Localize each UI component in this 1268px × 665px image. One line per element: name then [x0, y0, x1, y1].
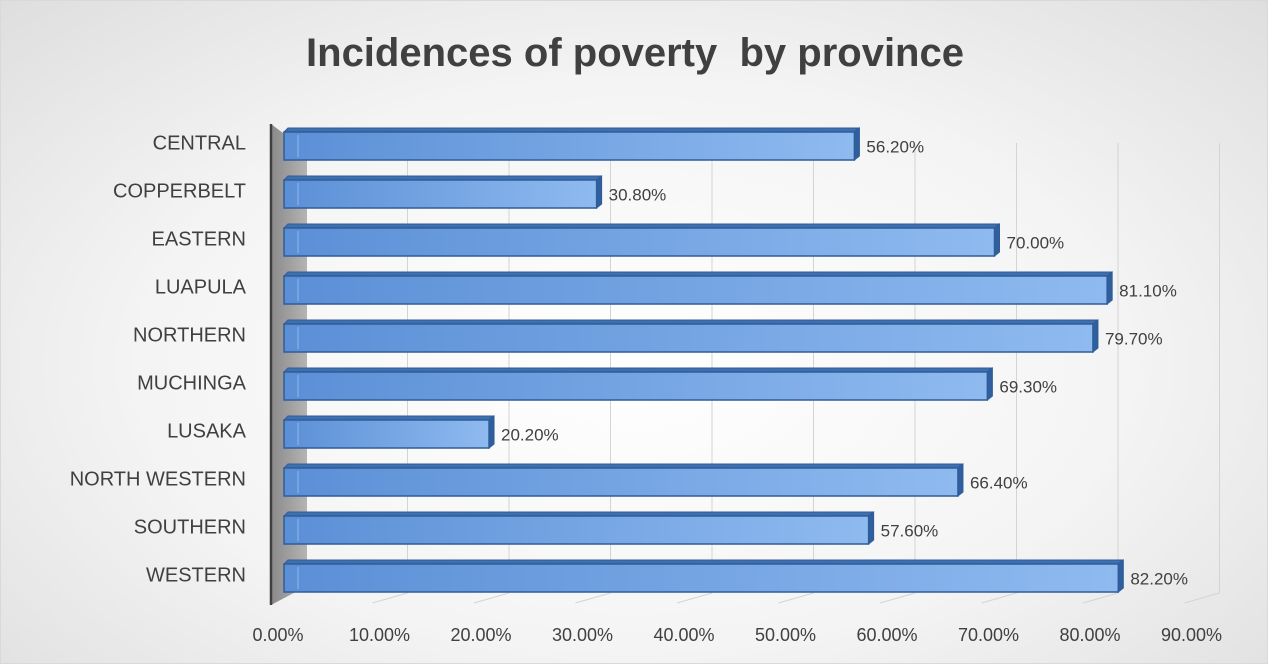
bar-front-face	[283, 131, 856, 161]
bar-front-face	[283, 179, 598, 209]
bar	[282, 270, 1113, 306]
bar-end-face	[488, 414, 495, 450]
bar-end-face	[986, 366, 993, 402]
chart-title: Incidences of poverty by province	[306, 31, 964, 75]
data-label: 66.40%	[970, 473, 1028, 492]
category-label: WESTERN	[146, 564, 246, 586]
bar	[282, 126, 860, 162]
category-label: CENTRAL	[153, 132, 246, 154]
x-tick-label: 30.00%	[552, 625, 613, 645]
gridline-floor	[1184, 592, 1220, 604]
data-label: 69.30%	[999, 377, 1057, 396]
bar-front-face	[283, 467, 959, 497]
bar-end-face	[868, 510, 875, 546]
gridline-floor	[778, 592, 814, 604]
bars	[282, 126, 1124, 594]
bar	[282, 510, 875, 546]
data-label: 57.60%	[881, 521, 939, 540]
category-label: SOUTHERN	[134, 516, 246, 538]
bar-front-face	[283, 323, 1094, 353]
data-label: 30.80%	[609, 185, 667, 204]
bar	[282, 366, 993, 402]
x-tick-label: 40.00%	[653, 625, 714, 645]
data-label: 82.20%	[1130, 569, 1188, 588]
bar-front-face	[283, 419, 490, 449]
gridline-floor	[575, 592, 611, 604]
x-tick-label: 50.00%	[755, 625, 816, 645]
x-tick-label: 10.00%	[349, 625, 410, 645]
gridline-floor	[473, 592, 510, 604]
bar-end-face	[1106, 270, 1113, 306]
bar	[282, 174, 603, 210]
bar-front-face	[283, 227, 996, 257]
bar-front-face	[283, 371, 989, 401]
category-label: NORTHERN	[133, 324, 246, 346]
x-tick-label: 90.00%	[1161, 625, 1222, 645]
category-label: MUCHINGA	[137, 372, 247, 394]
data-label: 81.10%	[1119, 281, 1177, 300]
category-label: NORTH WESTERN	[70, 468, 246, 490]
gridline-floor	[981, 592, 1017, 604]
bar-end-face	[1092, 318, 1099, 354]
x-tick-label: 60.00%	[856, 625, 917, 645]
category-label: COPPERBELT	[113, 180, 246, 202]
bar-front-face	[283, 275, 1108, 305]
category-label: LUAPULA	[155, 276, 247, 298]
bar-end-face	[994, 222, 1000, 258]
x-tick-label: 20.00%	[450, 625, 511, 645]
category-label: LUSAKA	[167, 420, 247, 442]
x-tick-label: 0.00%	[252, 625, 303, 645]
data-label: 70.00%	[1007, 233, 1065, 252]
data-label: 56.20%	[866, 137, 924, 156]
gridline-floor	[1082, 592, 1119, 604]
data-label: 79.70%	[1105, 329, 1163, 348]
bar-front-face	[283, 515, 870, 545]
bar-front-face	[283, 563, 1120, 593]
bar	[282, 558, 1124, 594]
bar-end-face	[957, 462, 964, 498]
gridline-floor	[879, 592, 916, 604]
bar	[282, 318, 1099, 354]
data-label: 20.20%	[501, 425, 559, 444]
value-axis-labels: 0.00% 10.00% 20.00% 30.00% 40.00% 50.00% 60.00…	[252, 625, 1222, 645]
category-labels: CENTRAL COPPERBELT EASTERN LUAPULA NORTHERN M…	[70, 132, 247, 586]
category-label: EASTERN	[152, 228, 246, 250]
x-tick-label: 70.00%	[958, 625, 1019, 645]
bar-end-face	[596, 174, 603, 210]
data-labels: 56.20% 30.80% 70.00% 81.10% 79.70% 69.30% 20.2…	[501, 137, 1188, 588]
x-tick-label: 80.00%	[1059, 625, 1120, 645]
bar-end-face	[1117, 558, 1124, 594]
bar-end-face	[853, 126, 860, 162]
bar	[282, 222, 1000, 258]
gridline-floor	[676, 592, 713, 604]
gridline-floor	[372, 592, 408, 604]
bar	[282, 414, 495, 450]
bar	[282, 462, 964, 498]
